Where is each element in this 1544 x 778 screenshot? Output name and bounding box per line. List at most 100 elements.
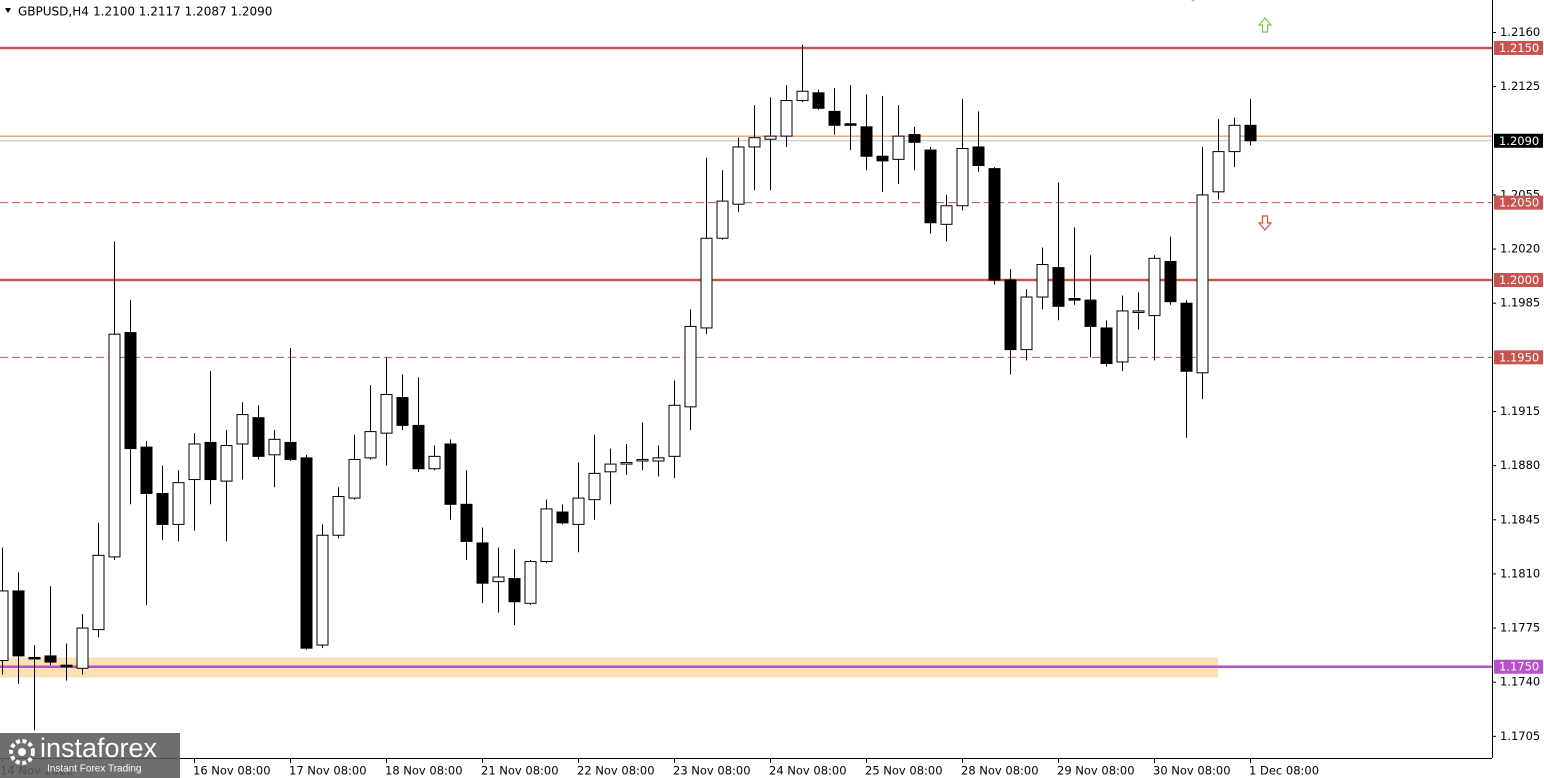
bull-candle-body xyxy=(236,414,249,445)
bull-candle-body xyxy=(1132,310,1145,313)
x-tick-label: 29 Nov 08:00 xyxy=(1057,764,1135,778)
bull-candle-body xyxy=(0,590,9,662)
y-tick-label: 1.1705 xyxy=(1500,729,1540,743)
bull-candle-body xyxy=(652,457,665,462)
bull-candle-body xyxy=(1196,194,1209,374)
bull-candle-body xyxy=(108,333,121,558)
bull-candle-body xyxy=(492,576,505,583)
bear-candle-body xyxy=(844,123,857,126)
bear-candle-body xyxy=(12,590,25,657)
bull-candle-body xyxy=(588,472,601,501)
bull-candle-body xyxy=(940,205,953,225)
bear-candle-body xyxy=(28,656,41,660)
bear-candle-body xyxy=(396,397,409,426)
bull-candle-body xyxy=(1148,257,1161,317)
bull-candle-body xyxy=(524,561,537,604)
bear-candle-body xyxy=(1164,260,1177,303)
level-label: 1.1950 xyxy=(1499,350,1539,364)
x-tick-label: 21 Nov 08:00 xyxy=(481,764,559,778)
bear-candle-body xyxy=(1100,327,1113,365)
bear-candle-body xyxy=(156,492,169,525)
last-price-label-box xyxy=(1494,133,1543,148)
bull-candle-body xyxy=(700,237,713,329)
bear-candle-body xyxy=(1244,124,1257,142)
level-label: 1.1750 xyxy=(1499,660,1539,674)
bull-candle-body xyxy=(892,135,905,160)
bear-candle-body xyxy=(1004,279,1017,351)
bull-candle-body xyxy=(764,135,777,140)
bull-candle-body xyxy=(748,137,761,148)
x-tick-label: 24 Nov 08:00 xyxy=(769,764,847,778)
bull-candle-body xyxy=(1020,296,1033,351)
watermark-brand: instaforex xyxy=(40,733,158,763)
bear-candle-body xyxy=(1052,267,1065,307)
bull-candle-body xyxy=(428,455,441,470)
bull-candle-body xyxy=(716,200,729,239)
bull-candle-body xyxy=(732,146,745,205)
watermark-tagline: Instant Forex Trading xyxy=(47,764,142,775)
bull-candle-body xyxy=(1116,310,1129,363)
level-label: 1.2000 xyxy=(1499,273,1539,287)
bull-candle-body xyxy=(268,438,281,456)
bear-candle-body xyxy=(284,441,297,460)
bear-candle-body xyxy=(1068,298,1081,301)
y-tick-label: 1.1845 xyxy=(1500,512,1540,526)
y-tick-label: 1.1740 xyxy=(1500,675,1540,689)
bull-candle-body xyxy=(780,100,793,137)
level-label-box xyxy=(1494,272,1543,287)
bull-candle-body xyxy=(604,463,617,473)
bull-candle-body xyxy=(636,458,649,462)
bear-candle-body xyxy=(1084,299,1097,327)
y-tick-label: 1.2160 xyxy=(1500,25,1540,39)
bear-candle-body xyxy=(124,332,137,450)
watermark-icon xyxy=(9,739,35,765)
bull-candle-body xyxy=(220,445,233,482)
x-tick-label: 25 Nov 08:00 xyxy=(865,764,943,778)
watermark-bg xyxy=(0,733,180,778)
last-price-label: 1.2090 xyxy=(1499,134,1539,148)
down-arrow xyxy=(1257,215,1273,231)
bull-candle-body xyxy=(540,508,553,563)
bull-candle-body xyxy=(572,497,585,525)
y-tick-label: 1.1915 xyxy=(1500,404,1540,418)
watermark-icon-center xyxy=(18,748,26,756)
bear-candle-body xyxy=(812,92,825,109)
y-tick-label: 1.1880 xyxy=(1500,458,1540,472)
bear-candle-body xyxy=(476,542,489,584)
bull-candle-body xyxy=(76,627,89,669)
y-tick-label: 1.1810 xyxy=(1500,566,1540,580)
level-label: 1.2050 xyxy=(1499,196,1539,210)
bear-candle-body xyxy=(300,457,313,649)
bear-candle-body xyxy=(140,446,153,494)
x-tick-label: 28 Nov 08:00 xyxy=(961,764,1039,778)
bull-candle-body xyxy=(684,325,697,408)
bull-candle-body xyxy=(92,554,105,631)
x-tick-label: 16 Nov 08:00 xyxy=(193,764,271,778)
bear-candle-body xyxy=(828,110,841,126)
y-tick-label: 1.2020 xyxy=(1500,242,1540,256)
x-tick-label: 18 Nov 08:00 xyxy=(385,764,463,778)
level-label-box xyxy=(1494,40,1543,55)
y-tick-label: 1.1985 xyxy=(1500,296,1540,310)
y-tick-label: 1.1775 xyxy=(1500,621,1540,635)
symbol: GBPUSD,H4 xyxy=(18,5,89,19)
watermark: instaforex Instant Forex Trading xyxy=(0,733,180,778)
bull-candle-body xyxy=(668,404,681,457)
bull-candle-body xyxy=(1036,264,1049,298)
bear-candle-body xyxy=(460,503,473,542)
level-label-box xyxy=(1494,195,1543,210)
bull-candle-body xyxy=(316,534,329,646)
bear-candle-body xyxy=(412,424,425,470)
bear-candle-body xyxy=(1180,302,1193,372)
x-tick-label: 1 Dec 08:00 xyxy=(1249,764,1319,778)
bull-candle-body xyxy=(956,148,969,207)
bear-candle-body xyxy=(924,149,937,224)
bear-candle-body xyxy=(556,511,569,524)
bear-candle-body xyxy=(860,126,873,157)
bear-candle-body xyxy=(508,578,521,603)
scroll-marker xyxy=(1191,0,1195,2)
bull-candle-body xyxy=(1228,124,1241,153)
bull-candle-body xyxy=(380,393,393,434)
